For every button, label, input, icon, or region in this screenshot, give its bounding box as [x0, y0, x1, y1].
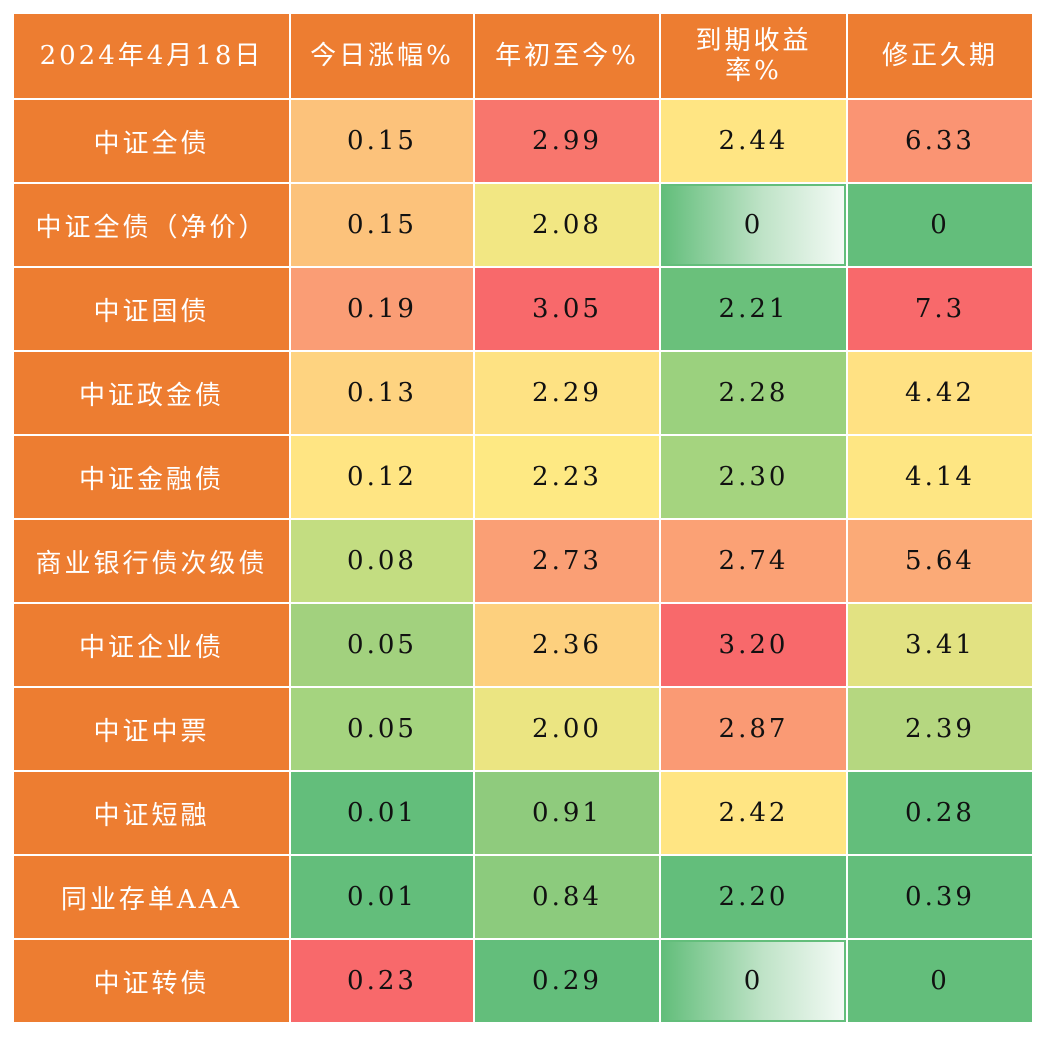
table-cell-ytd-change: 2.08 — [475, 184, 659, 266]
table-cell-modified-duration: 2.39 — [848, 688, 1032, 770]
row-label: 同业存单AAA — [14, 856, 289, 938]
table-cell-modified-duration: 0 — [848, 184, 1032, 266]
header-ytd-change: 年初至今% — [475, 14, 659, 98]
table-cell-yield-to-maturity: 0 — [661, 184, 846, 266]
table-cell-daily-change: 0.01 — [291, 856, 473, 938]
row-label: 中证国债 — [14, 268, 289, 350]
header-date-cell: 2024年4月18日 — [14, 14, 289, 98]
table-cell-yield-to-maturity: 0 — [661, 940, 846, 1022]
table-cell-yield-to-maturity: 3.20 — [661, 604, 846, 686]
table-cell-modified-duration: 4.42 — [848, 352, 1032, 434]
row-label: 中证短融 — [14, 772, 289, 854]
row-label: 中证企业债 — [14, 604, 289, 686]
table-cell-ytd-change: 2.99 — [475, 100, 659, 182]
table-cell-ytd-change: 0.29 — [475, 940, 659, 1022]
heatmap-table: 2024年4月18日 今日涨幅% 年初至今% 到期收益率% 修正久期 中证全债 0.15 2.… — [14, 14, 1034, 1025]
table-cell-modified-duration: 5.64 — [848, 520, 1032, 602]
table-cell-yield-to-maturity: 2.87 — [661, 688, 846, 770]
table-cell-yield-to-maturity: 2.74 — [661, 520, 846, 602]
table-cell-daily-change: 0.23 — [291, 940, 473, 1022]
table-cell-daily-change: 0.05 — [291, 604, 473, 686]
table-cell-daily-change: 0.13 — [291, 352, 473, 434]
row-label: 中证全债（净价） — [14, 184, 289, 266]
row-label: 中证中票 — [14, 688, 289, 770]
table-cell-daily-change: 0.05 — [291, 688, 473, 770]
table-cell-ytd-change: 0.84 — [475, 856, 659, 938]
table-cell-yield-to-maturity: 2.21 — [661, 268, 846, 350]
header-yield-to-maturity: 到期收益率% — [661, 14, 846, 98]
table-cell-daily-change: 0.12 — [291, 436, 473, 518]
table-cell-ytd-change: 0.91 — [475, 772, 659, 854]
table-cell-yield-to-maturity: 2.44 — [661, 100, 846, 182]
table-cell-ytd-change: 2.00 — [475, 688, 659, 770]
table-cell-daily-change: 0.01 — [291, 772, 473, 854]
table-cell-daily-change: 0.08 — [291, 520, 473, 602]
table-cell-daily-change: 0.19 — [291, 268, 473, 350]
row-label: 中证金融债 — [14, 436, 289, 518]
table-cell-ytd-change: 2.36 — [475, 604, 659, 686]
table-cell-daily-change: 0.15 — [291, 184, 473, 266]
table-cell-ytd-change: 2.29 — [475, 352, 659, 434]
table-cell-yield-to-maturity: 2.30 — [661, 436, 846, 518]
table-cell-modified-duration: 0 — [848, 940, 1032, 1022]
header-modified-duration: 修正久期 — [848, 14, 1032, 98]
table-cell-yield-to-maturity: 2.20 — [661, 856, 846, 938]
row-label: 中证政金债 — [14, 352, 289, 434]
table-cell-modified-duration: 7.3 — [848, 268, 1032, 350]
table-cell-ytd-change: 3.05 — [475, 268, 659, 350]
row-label: 中证全债 — [14, 100, 289, 182]
table-cell-yield-to-maturity: 2.28 — [661, 352, 846, 434]
table-cell-modified-duration: 4.14 — [848, 436, 1032, 518]
table-cell-ytd-change: 2.23 — [475, 436, 659, 518]
header-daily-change: 今日涨幅% — [291, 14, 473, 98]
table-cell-daily-change: 0.15 — [291, 100, 473, 182]
table-cell-modified-duration: 0.39 — [848, 856, 1032, 938]
table-cell-modified-duration: 3.41 — [848, 604, 1032, 686]
table-cell-ytd-change: 2.73 — [475, 520, 659, 602]
row-label: 商业银行债次级债 — [14, 520, 289, 602]
row-label: 中证转债 — [14, 940, 289, 1022]
table-cell-yield-to-maturity: 2.42 — [661, 772, 846, 854]
table-cell-modified-duration: 6.33 — [848, 100, 1032, 182]
table-cell-modified-duration: 0.28 — [848, 772, 1032, 854]
